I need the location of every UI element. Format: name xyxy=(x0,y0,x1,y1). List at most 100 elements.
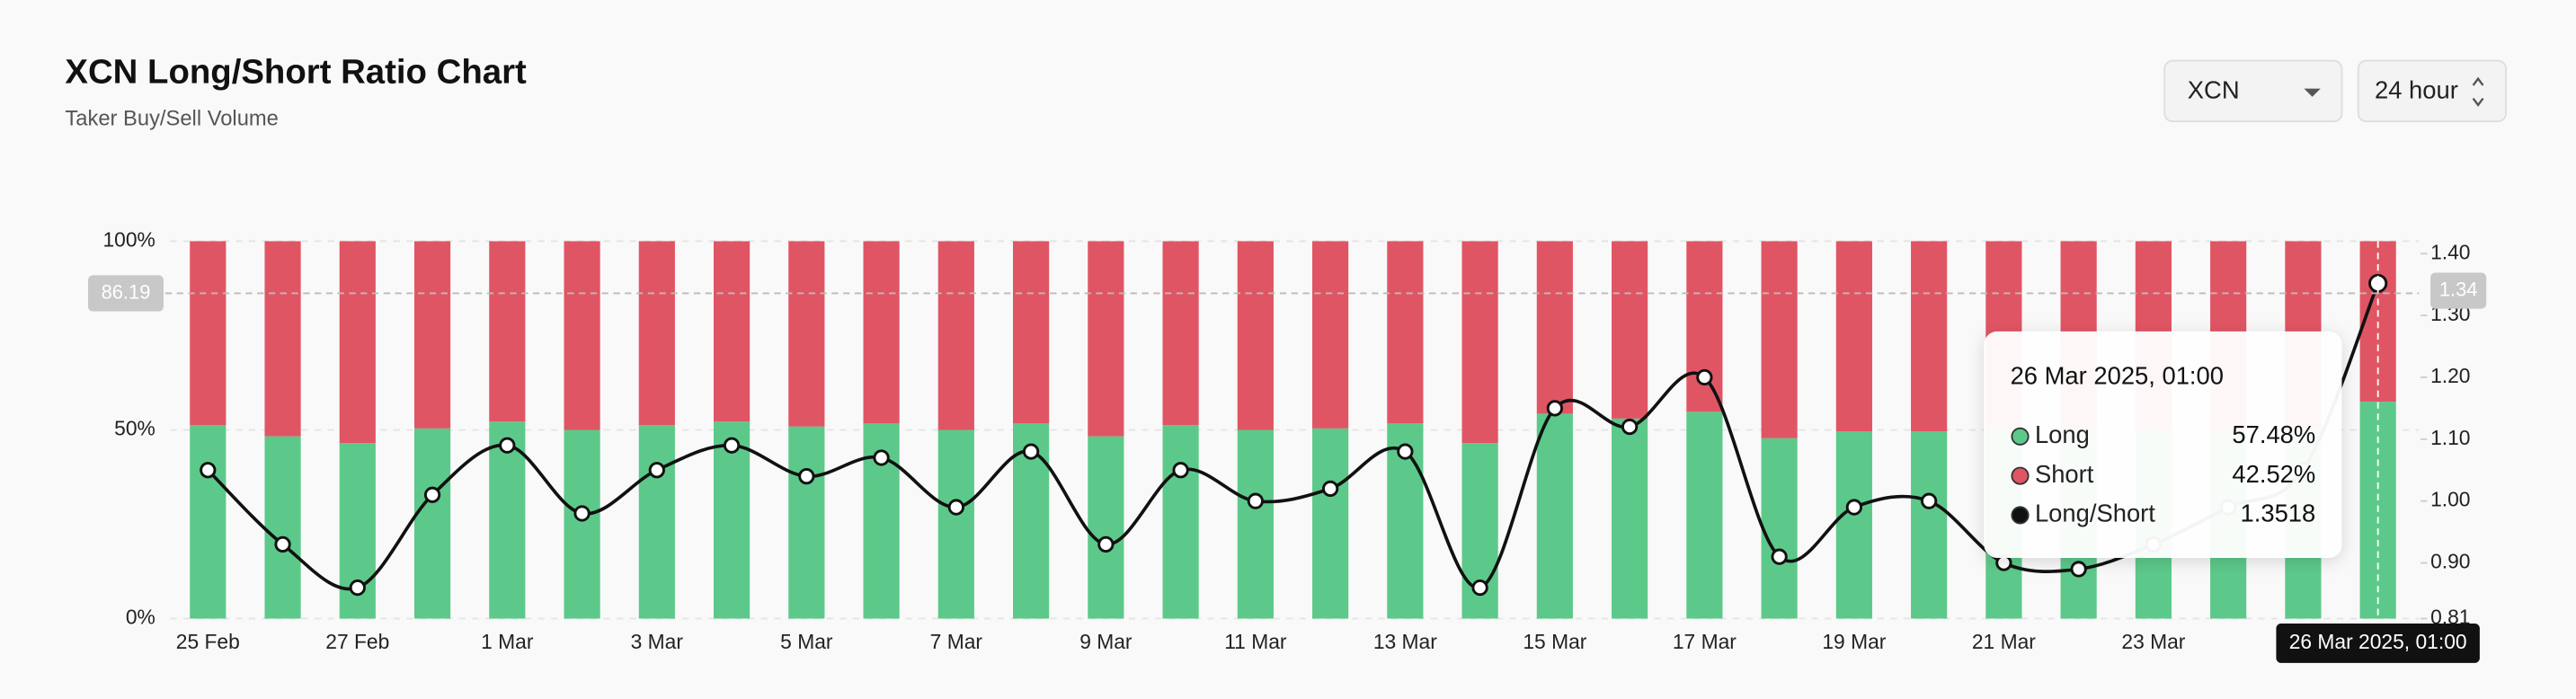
ratio-point xyxy=(1097,535,1115,553)
bar-short xyxy=(1237,241,1274,430)
y2-tick-label: 1.00 xyxy=(2430,488,2470,511)
bar-short xyxy=(564,241,600,430)
x-tick-label: 7 Mar xyxy=(930,630,983,653)
ratio-point xyxy=(1247,492,1264,509)
x-tick-label: 15 Mar xyxy=(1523,630,1586,653)
bar-long xyxy=(413,428,451,619)
bar-short xyxy=(1911,241,1948,432)
y-tick-label: 100% xyxy=(102,227,155,251)
ratio-point xyxy=(648,462,665,479)
x-tick-label: 25 Feb xyxy=(176,630,240,653)
bar-short xyxy=(264,241,301,437)
x-crosshair-label: 26 Mar 2025, 01:00 xyxy=(2289,630,2467,653)
select-label[interactable]: XCN xyxy=(2188,76,2240,104)
bar-long xyxy=(1312,428,1349,619)
select-box[interactable] xyxy=(2163,59,2343,123)
bar-long xyxy=(1088,436,1124,619)
bar-long xyxy=(638,425,675,619)
tooltip-name: Short xyxy=(2035,460,2094,488)
x-tick-label: 13 Mar xyxy=(1373,630,1437,653)
crosshair-label: 86.19 xyxy=(102,280,151,303)
x-tick-label: 11 Mar xyxy=(1224,630,1287,653)
ratio-point xyxy=(1845,499,1863,516)
bar-long xyxy=(788,426,825,619)
bar-short xyxy=(863,241,900,424)
ratio-point xyxy=(1546,400,1563,417)
tooltip-swatch xyxy=(2011,466,2030,485)
bar-long xyxy=(1911,431,1948,619)
bar-short xyxy=(413,241,451,429)
x-tick-label: 21 Mar xyxy=(1972,630,2036,653)
bar-long xyxy=(1612,418,1648,619)
tooltip-name: Long xyxy=(2035,420,2090,448)
ratio-point xyxy=(1471,579,1488,597)
tooltip-swatch xyxy=(2011,427,2030,446)
bar-short xyxy=(1686,241,1723,412)
x-tick-label: 5 Mar xyxy=(780,630,833,653)
crosshair-label: 1.34 xyxy=(2439,278,2478,300)
bar-short xyxy=(1312,241,1349,429)
bar-short xyxy=(713,241,751,422)
bar-short xyxy=(788,241,825,427)
crosshair-label-box xyxy=(2430,272,2487,309)
bar-short xyxy=(1536,241,1573,414)
bar-long xyxy=(1761,438,1798,619)
ratio-point xyxy=(274,535,291,553)
ratio-point xyxy=(1321,480,1339,498)
ratio-point xyxy=(2070,561,2087,578)
x-tick-label: 17 Mar xyxy=(1673,630,1737,653)
select-box[interactable] xyxy=(2357,59,2508,123)
ratio-point xyxy=(573,505,591,522)
ratio-point xyxy=(1022,443,1040,460)
ratio-point xyxy=(1995,554,2012,571)
tooltip-box xyxy=(1984,331,2342,558)
symbol-select[interactable]: XCN xyxy=(2163,59,2343,123)
tooltip-value: 57.48% xyxy=(2232,420,2315,448)
ratio-point xyxy=(873,449,890,466)
tooltip-name: Long/Short xyxy=(2035,500,2155,527)
select-label[interactable]: 24 hour xyxy=(2375,76,2458,104)
bar-short xyxy=(1162,241,1199,426)
ratio-point xyxy=(947,499,964,516)
tooltip-swatch xyxy=(2011,506,2030,525)
bar-long xyxy=(713,421,751,619)
x-tick-label: 27 Feb xyxy=(325,630,389,653)
bar-long xyxy=(489,421,526,619)
ratio-point xyxy=(1172,462,1189,479)
y-tick-label: 0% xyxy=(126,606,155,629)
interval-select[interactable]: 24 hour xyxy=(2357,59,2508,123)
bar-short xyxy=(1835,241,1872,432)
bar-short xyxy=(937,241,974,430)
bar-short xyxy=(1461,241,1498,444)
bar-short xyxy=(638,241,675,426)
y-tick-label: 50% xyxy=(114,417,155,440)
bar-short xyxy=(1612,241,1648,419)
y2-tick-label: 1.40 xyxy=(2430,240,2470,263)
bar-short xyxy=(1013,241,1050,424)
x-crosshair-box xyxy=(2276,623,2480,663)
y2-tick-label: 1.20 xyxy=(2430,364,2470,387)
bar-short xyxy=(1387,241,1424,424)
bar-long xyxy=(264,436,301,619)
ratio-point xyxy=(349,579,366,597)
bar-long xyxy=(1686,411,1723,619)
bar-long xyxy=(937,429,974,619)
tooltip-value: 1.3518 xyxy=(2241,500,2316,527)
bar-long xyxy=(1237,429,1274,619)
bar-long xyxy=(1835,431,1872,619)
ratio-point xyxy=(798,468,815,485)
bar-short xyxy=(190,241,227,426)
chart-title: XCN Long/Short Ratio Chart xyxy=(65,52,527,91)
ratio-point xyxy=(200,462,217,479)
bar-long xyxy=(1536,413,1573,619)
x-tick-label: 19 Mar xyxy=(1822,630,1886,653)
y2-tick-label: 1.10 xyxy=(2430,426,2470,449)
ratio-point xyxy=(723,437,741,454)
x-tick-label: 9 Mar xyxy=(1079,630,1133,653)
ratio-point xyxy=(1397,443,1414,460)
crosshair-label-box xyxy=(87,275,164,312)
select-arrow xyxy=(2304,88,2321,97)
bar-short xyxy=(489,241,526,422)
